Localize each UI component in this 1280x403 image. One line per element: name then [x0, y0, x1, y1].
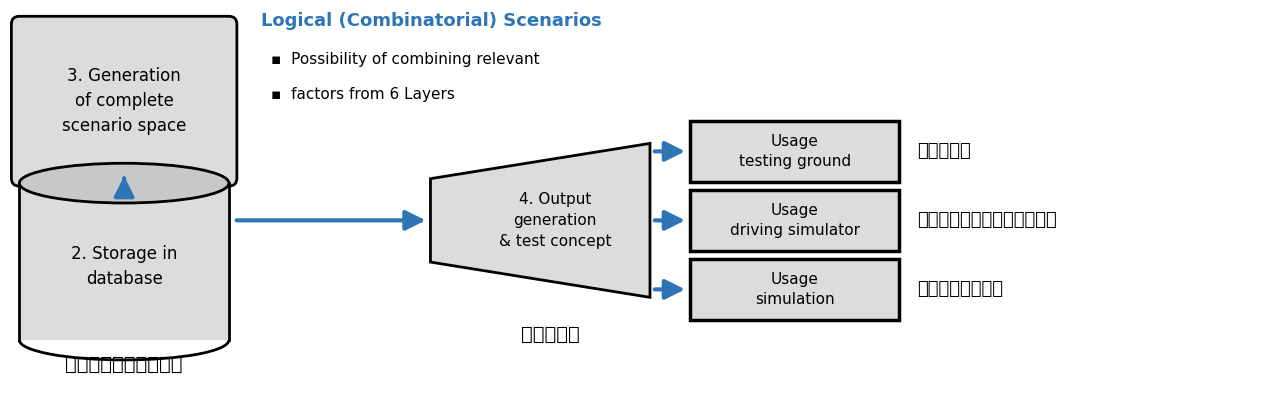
Text: ▪  factors from 6 Layers: ▪ factors from 6 Layers: [271, 87, 454, 102]
Text: Logical (Combinatorial) Scenarios: Logical (Combinatorial) Scenarios: [261, 12, 602, 30]
Polygon shape: [430, 143, 650, 297]
Bar: [19, 183, 229, 340]
Bar: [690, 259, 900, 320]
Text: 実車テスト: 実車テスト: [918, 142, 972, 160]
Text: Usage
simulation: Usage simulation: [755, 272, 835, 307]
Text: Usage
driving simulator: Usage driving simulator: [730, 203, 860, 238]
Text: 2. Storage in
database: 2. Storage in database: [70, 245, 178, 288]
FancyBboxPatch shape: [12, 16, 237, 186]
Ellipse shape: [19, 163, 229, 203]
Text: Usage
testing ground: Usage testing ground: [739, 134, 851, 169]
Text: シナリオデータベース: シナリオデータベース: [65, 355, 183, 374]
Bar: [690, 189, 900, 251]
Text: シミュレーション: シミュレーション: [918, 280, 1004, 298]
Bar: [690, 120, 900, 182]
Text: ▪  Possibility of combining relevant: ▪ Possibility of combining relevant: [271, 52, 539, 67]
Text: ドライブシミュレータテスト: ドライブシミュレータテスト: [918, 211, 1057, 229]
Text: 3. Generation
of complete
scenario space: 3. Generation of complete scenario space: [61, 67, 187, 135]
Text: テスト生成: テスト生成: [521, 325, 580, 344]
Text: 4. Output
generation
& test concept: 4. Output generation & test concept: [499, 192, 612, 249]
